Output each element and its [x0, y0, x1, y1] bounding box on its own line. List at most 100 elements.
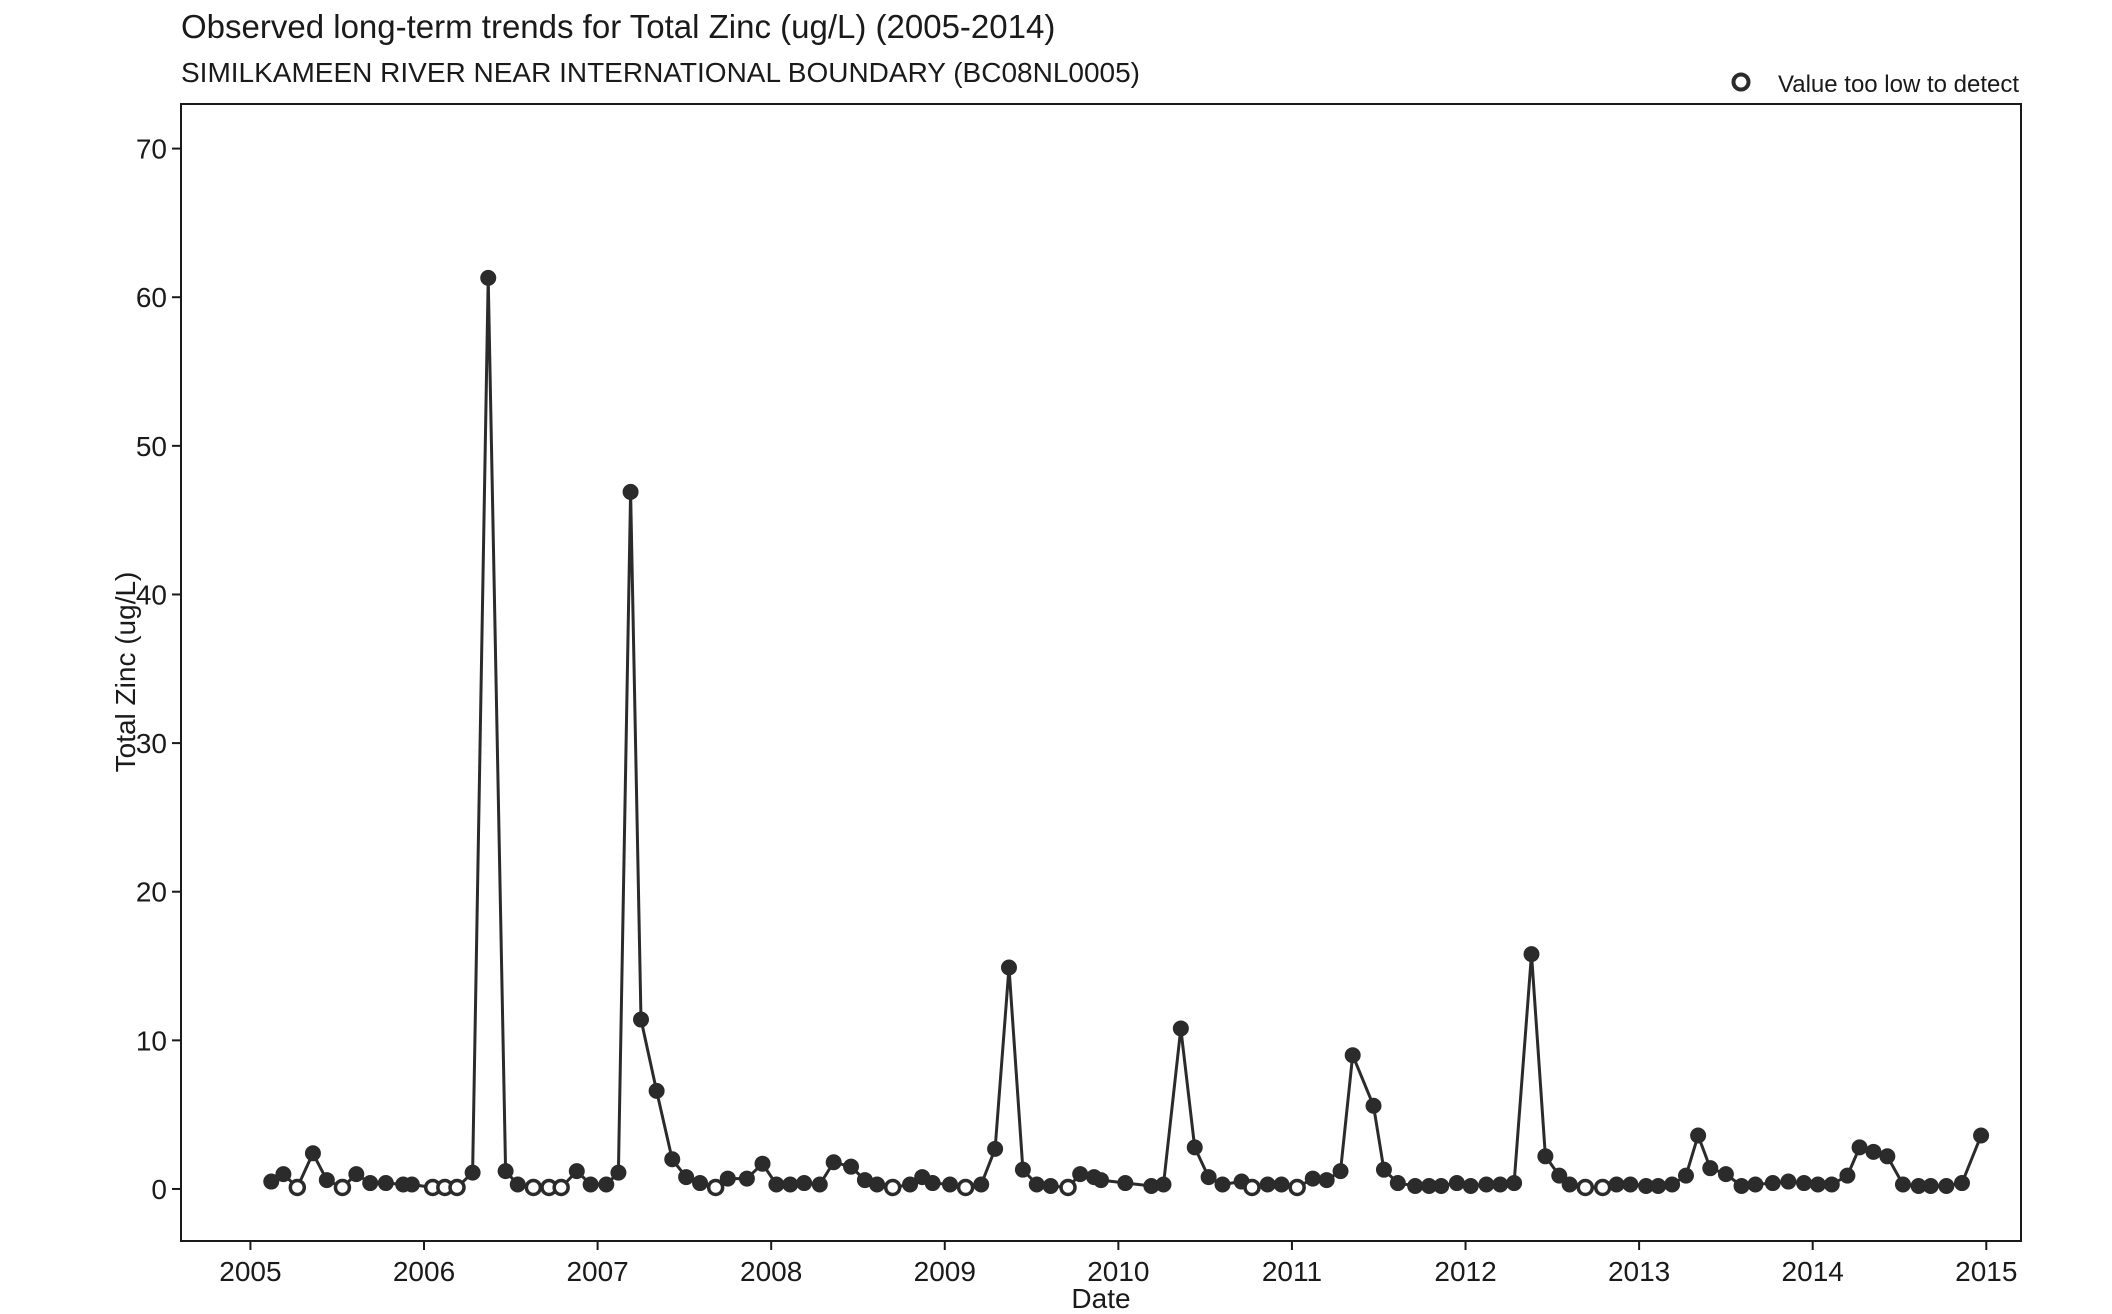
data-point — [1537, 1148, 1554, 1165]
data-point — [1894, 1176, 1911, 1193]
data-point — [1733, 1178, 1750, 1195]
x-tick-label: 2009 — [914, 1256, 976, 1287]
data-point — [509, 1176, 526, 1193]
data-point — [1042, 1178, 1059, 1195]
x-tick-label: 2015 — [1955, 1256, 2017, 1287]
data-point — [1764, 1175, 1781, 1192]
data-point — [497, 1163, 514, 1180]
data-point — [1407, 1178, 1424, 1195]
x-tick-label: 2011 — [1262, 1256, 1322, 1287]
x-tick-label: 2007 — [566, 1256, 628, 1287]
data-point — [568, 1163, 585, 1180]
data-point — [1001, 959, 1017, 976]
data-point — [1172, 1020, 1189, 1037]
x-tick-label: 2005 — [219, 1256, 281, 1287]
data-point — [1865, 1143, 1882, 1160]
data-point — [622, 483, 639, 500]
x-axis-label: Date — [1071, 1283, 1130, 1309]
data-point — [1851, 1139, 1868, 1156]
data-point — [1259, 1176, 1276, 1193]
data-point-below-detection — [956, 1178, 975, 1197]
data-point — [1702, 1160, 1719, 1177]
data-point — [1304, 1170, 1321, 1187]
x-tick-label: 2012 — [1434, 1256, 1496, 1287]
y-axis-label: Total Zinc (ug/L) — [110, 572, 141, 773]
data-point — [719, 1170, 736, 1187]
data-point — [782, 1176, 799, 1193]
data-point — [843, 1158, 860, 1175]
data-point — [1747, 1176, 1764, 1193]
data-point — [1650, 1178, 1667, 1195]
data-point — [664, 1151, 681, 1168]
x-axis: 2005 2006 2007 2008 2009 2010 2011 2012 2013 2014… — [219, 1241, 2017, 1287]
data-point — [1796, 1175, 1813, 1192]
data-point-below-detection — [288, 1178, 307, 1197]
y-tick-label: 40 — [136, 579, 167, 610]
data-point — [1506, 1175, 1523, 1192]
data-point — [1664, 1176, 1681, 1193]
data-point — [1780, 1173, 1797, 1190]
data-point-below-detection — [524, 1178, 543, 1197]
data-point — [1690, 1127, 1707, 1144]
data-point — [1608, 1176, 1625, 1193]
data-point — [1462, 1178, 1479, 1195]
chart-subtitle: SIMILKAMEEN RIVER NEAR INTERNATIONAL BOU… — [181, 57, 1140, 88]
data-point — [754, 1155, 771, 1172]
data-point — [1839, 1167, 1856, 1184]
data-point — [1117, 1175, 1134, 1192]
data-point — [1200, 1169, 1217, 1186]
data-point — [1014, 1161, 1031, 1178]
data-point — [1155, 1176, 1172, 1193]
data-point — [318, 1172, 335, 1189]
data-point — [1523, 946, 1540, 963]
data-point — [678, 1169, 695, 1186]
data-point — [480, 269, 497, 286]
data-point — [1561, 1176, 1578, 1193]
data-point — [768, 1176, 785, 1193]
x-tick-label: 2010 — [1087, 1256, 1149, 1287]
data-point — [973, 1176, 990, 1193]
data-point — [1879, 1148, 1896, 1165]
data-point-below-detection — [1243, 1178, 1261, 1197]
data-point-below-detection — [1576, 1178, 1595, 1197]
data-point — [869, 1176, 886, 1193]
data-point-below-detection — [333, 1178, 352, 1197]
data-point — [263, 1173, 280, 1190]
legend-label: Value too low to detect — [1778, 71, 2019, 98]
data-point — [796, 1175, 813, 1192]
x-tick-label: 2013 — [1608, 1256, 1670, 1287]
y-axis: 0 10 20 30 40 50 60 70 — [136, 134, 181, 1205]
data-point — [1973, 1127, 1990, 1144]
data-point — [1028, 1176, 1045, 1193]
data-point — [1344, 1047, 1361, 1064]
x-tick-label: 2008 — [740, 1256, 802, 1287]
data-point-below-detection — [1593, 1178, 1612, 1197]
data-point — [1717, 1166, 1734, 1183]
y-tick-label: 10 — [136, 1025, 167, 1056]
data-point — [304, 1145, 321, 1162]
data-point — [1375, 1161, 1392, 1178]
data-point — [1093, 1172, 1109, 1189]
data-point — [1389, 1175, 1406, 1192]
y-tick-label: 0 — [151, 1174, 167, 1205]
y-tick-label: 70 — [136, 134, 167, 165]
data-point — [1072, 1166, 1089, 1183]
chart-title: Observed long-term trends for Total Zinc… — [181, 8, 1055, 45]
data-point — [1318, 1172, 1335, 1189]
data-point — [738, 1170, 755, 1187]
data-point — [1492, 1176, 1509, 1193]
data-point — [692, 1175, 709, 1192]
data-point — [987, 1140, 1004, 1157]
data-point — [1953, 1175, 1970, 1192]
data-point — [1922, 1178, 1939, 1195]
y-tick-label: 50 — [136, 431, 167, 462]
data-point — [941, 1176, 958, 1193]
data-point — [1332, 1163, 1349, 1180]
y-tick-label: 20 — [136, 877, 167, 908]
x-tick-label: 2006 — [393, 1256, 455, 1287]
data-point — [1809, 1176, 1826, 1193]
data-point — [633, 1011, 649, 1028]
x-tick-label: 2014 — [1782, 1256, 1844, 1287]
